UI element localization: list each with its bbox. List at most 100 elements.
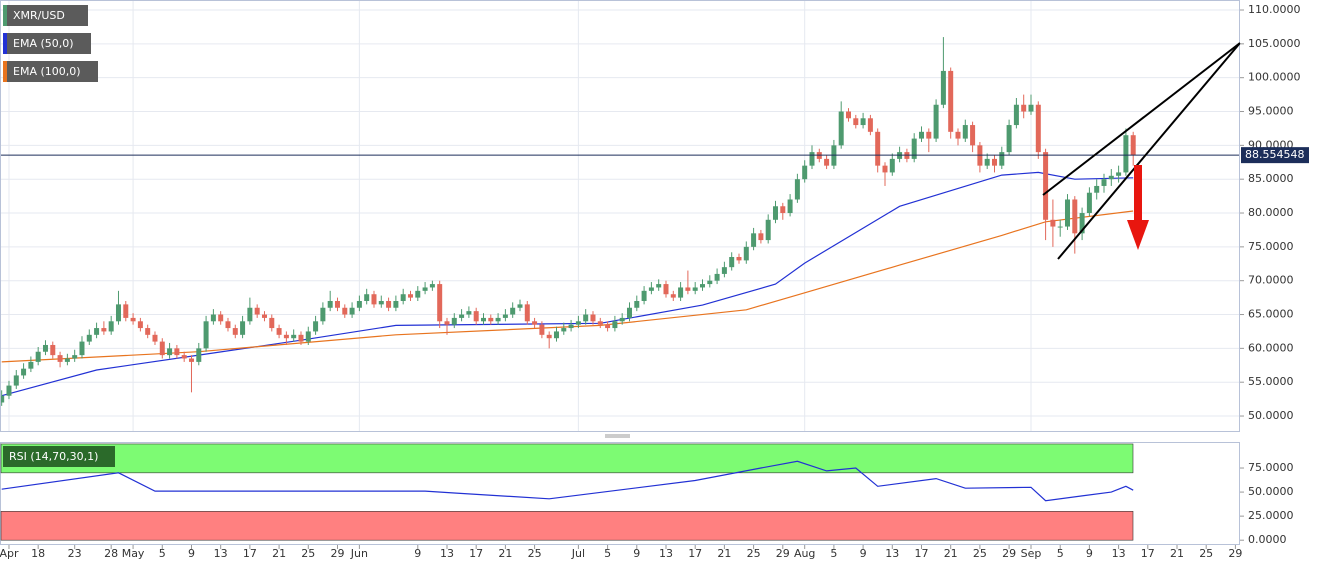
candle-body bbox=[313, 321, 319, 332]
candle-body bbox=[991, 158, 997, 166]
ema-line bbox=[1, 171, 1134, 397]
candle-body bbox=[437, 284, 443, 322]
candle-body bbox=[583, 314, 589, 322]
y-tick-label: 80.0000 bbox=[1248, 206, 1294, 219]
x-tick-label: 23 bbox=[68, 547, 82, 560]
candle-body bbox=[1013, 104, 1019, 126]
candle-body bbox=[626, 307, 632, 318]
candle-body bbox=[605, 324, 611, 329]
candle-body bbox=[1035, 104, 1041, 153]
candle-body bbox=[480, 317, 486, 322]
candle-body bbox=[429, 284, 435, 288]
x-tick-label: 13 bbox=[214, 547, 228, 560]
candle-body bbox=[772, 206, 778, 220]
candle-body bbox=[970, 125, 976, 146]
candle-body bbox=[174, 348, 180, 356]
candle-body bbox=[283, 334, 289, 339]
candle-body bbox=[553, 331, 559, 339]
candle-body bbox=[875, 131, 881, 166]
candle-body bbox=[794, 179, 800, 200]
candle-body bbox=[0, 395, 5, 403]
candle-body bbox=[575, 321, 581, 325]
y-tick-label: 70.0000 bbox=[1248, 274, 1294, 287]
candle-body bbox=[57, 355, 63, 362]
candle-body bbox=[656, 284, 662, 288]
candle-body bbox=[386, 300, 392, 308]
candle-body bbox=[203, 321, 209, 349]
candle-body bbox=[510, 307, 516, 315]
candle-body bbox=[729, 257, 735, 268]
candle-body bbox=[378, 300, 384, 305]
x-tick-label: 17 bbox=[469, 547, 483, 560]
legend-box bbox=[3, 61, 98, 82]
candle-body bbox=[152, 334, 158, 342]
candle-body bbox=[364, 294, 370, 301]
x-tick-label: Apr bbox=[0, 547, 19, 560]
candle-body bbox=[1130, 135, 1136, 156]
candle-body bbox=[371, 294, 377, 305]
candle-body bbox=[86, 334, 92, 342]
legend-box bbox=[3, 446, 115, 467]
candle-body bbox=[1006, 125, 1012, 153]
x-tick-label: Jul bbox=[571, 547, 585, 560]
candle-body bbox=[860, 118, 866, 126]
candle-body bbox=[210, 314, 216, 322]
x-tick-label: 13 bbox=[1112, 547, 1126, 560]
candle-body bbox=[459, 314, 465, 318]
candle-body bbox=[21, 368, 27, 376]
last-price-label: 88.554548 bbox=[1245, 148, 1305, 161]
candle-body bbox=[1043, 152, 1049, 220]
y-tick-label: 50.0000 bbox=[1248, 409, 1294, 422]
y-tick-label: 55.0000 bbox=[1248, 375, 1294, 388]
candle-body bbox=[758, 233, 764, 241]
x-tick-label: 29 bbox=[776, 547, 790, 560]
candle-body bbox=[1123, 135, 1129, 173]
x-tick-label: 9 bbox=[860, 547, 867, 560]
candle-body bbox=[736, 257, 742, 261]
candle-body bbox=[35, 351, 41, 362]
x-tick-label: Jun bbox=[350, 547, 368, 560]
candle-body bbox=[845, 111, 851, 119]
legend-swatch bbox=[3, 5, 7, 26]
candle-body bbox=[342, 307, 348, 315]
x-tick-label: 25 bbox=[528, 547, 542, 560]
candle-body bbox=[254, 307, 260, 315]
x-tick-label: 21 bbox=[498, 547, 512, 560]
candle-body bbox=[276, 328, 282, 335]
candle-body bbox=[539, 324, 545, 335]
candle-body bbox=[415, 290, 421, 298]
x-tick-label: 29 bbox=[330, 547, 344, 560]
arrow-head bbox=[1127, 220, 1149, 250]
rsi-band bbox=[0, 443, 1134, 474]
candle-body bbox=[495, 317, 501, 322]
legend-label: XMR/USD bbox=[13, 9, 65, 22]
candle-body bbox=[867, 118, 873, 132]
candle-body bbox=[670, 294, 676, 298]
candle-body bbox=[247, 307, 253, 322]
candle-body bbox=[422, 287, 428, 291]
wedge-line bbox=[1057, 42, 1241, 260]
wedge-line bbox=[1042, 42, 1241, 196]
legend-box bbox=[3, 5, 88, 26]
candle-body bbox=[108, 321, 114, 332]
candle-body bbox=[721, 267, 727, 274]
candle-body bbox=[123, 304, 129, 318]
candle-body bbox=[167, 348, 173, 356]
last-price-box bbox=[1241, 147, 1309, 164]
candle-body bbox=[889, 158, 895, 173]
candle-body bbox=[349, 307, 355, 315]
candle-body bbox=[1108, 175, 1114, 180]
candle-body bbox=[305, 331, 311, 342]
candle-body bbox=[714, 273, 720, 281]
arrow-shaft bbox=[1134, 165, 1142, 223]
candle-body bbox=[115, 304, 121, 322]
candle-body bbox=[137, 321, 143, 329]
candle-body bbox=[590, 314, 596, 322]
price-panel bbox=[0, 0, 1240, 432]
candle-body bbox=[663, 284, 669, 295]
candle-body bbox=[393, 300, 399, 308]
rsi-line bbox=[1, 460, 1134, 502]
candle-body bbox=[269, 317, 275, 329]
y-tick-label: 0.0000 bbox=[1248, 533, 1287, 546]
y-tick-label: 60.0000 bbox=[1248, 341, 1294, 354]
